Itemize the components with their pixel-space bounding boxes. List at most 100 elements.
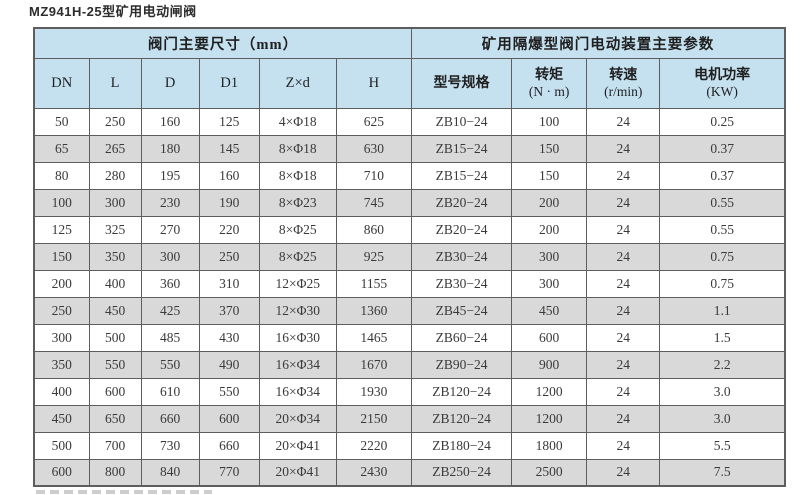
table-cell: 20×Φ41 (258, 458, 337, 487)
table-row: 125 325 270 220 8×Φ25 860 ZB20−24 200 24 0.55 (33, 215, 786, 244)
table-cell: 2500 (511, 458, 588, 487)
table-cell: 500 (33, 431, 90, 460)
table-cell: 0.55 (659, 188, 786, 217)
table-row: 50 250 160 125 4×Φ18 625 ZB10−24 100 24 0.25 (33, 107, 786, 136)
table-cell: 24 (586, 323, 661, 352)
table-cell: 800 (88, 458, 142, 487)
table-cell: 650 (88, 404, 142, 433)
table-cell: 840 (140, 458, 200, 487)
table-cell: 180 (140, 134, 200, 163)
table-cell: 150 (511, 134, 588, 163)
table-cell: 100 (33, 188, 90, 217)
column-header-row: DN L D D1 Z×d H 型号规格 转矩 (N · m) (33, 57, 786, 109)
table-cell: ZB15−24 (410, 161, 513, 190)
column-header-l: L (88, 57, 142, 109)
table-cell: 8×Φ25 (258, 215, 337, 244)
column-header-label: H (368, 74, 380, 91)
table-cell: 730 (140, 431, 200, 460)
table-cell: 250 (88, 107, 142, 136)
column-header-d1: D1 (198, 57, 260, 109)
table-cell: ZB250−24 (410, 458, 513, 487)
table-cell: 1800 (511, 431, 588, 460)
column-header-label: DN (51, 74, 73, 91)
table-cell: 450 (511, 296, 588, 325)
table-cell: 600 (511, 323, 588, 352)
table-cell: 5.5 (659, 431, 786, 460)
table-row: 600 800 840 770 20×Φ41 2430 ZB250−24 2500 24 7.5 (33, 458, 786, 487)
table-cell: 7.5 (659, 458, 786, 487)
column-header-label: D (164, 74, 176, 91)
table-cell: 3.0 (659, 377, 786, 406)
table-cell: ZB30−24 (410, 269, 513, 298)
table-cell: 550 (198, 377, 260, 406)
table-cell: 350 (88, 242, 142, 271)
table-cell: 24 (586, 134, 661, 163)
table-cell: 24 (586, 458, 661, 487)
table-cell: 485 (140, 323, 200, 352)
table-cell: 0.75 (659, 269, 786, 298)
table-cell: 24 (586, 269, 661, 298)
column-header-model: 型号规格 (410, 57, 513, 109)
table-cell: 0.55 (659, 215, 786, 244)
table-cell: 370 (198, 296, 260, 325)
table-cell: 1.1 (659, 296, 786, 325)
table-cell: 190 (198, 188, 260, 217)
table-cell: 450 (88, 296, 142, 325)
table-row: 250 450 425 370 12×Φ30 1360 ZB45−24 450 24 1.1 (33, 296, 786, 325)
table-row: 500 700 730 660 20×Φ41 2220 ZB180−24 1800 24 5.5 (33, 431, 786, 460)
column-header-label: Z×d (285, 74, 310, 91)
table-cell: 490 (198, 350, 260, 379)
table-cell: 150 (33, 242, 90, 271)
table-row: 200 400 360 310 12×Φ25 1155 ZB30−24 300 24 0.75 (33, 269, 786, 298)
page-title: MZ941H-25型矿用电动闸阀 (29, 4, 197, 19)
table-cell: 350 (33, 350, 90, 379)
table-cell: 2150 (335, 404, 413, 433)
table-header: 阀门主要尺寸（mm） 矿用隔爆型阀门电动装置主要参数 DN L D D1 Z×d… (33, 27, 786, 109)
table-cell: 700 (88, 431, 142, 460)
table-cell: 16×Φ34 (258, 377, 337, 406)
table-cell: 125 (33, 215, 90, 244)
table-cell: 610 (140, 377, 200, 406)
table-cell: 745 (335, 188, 413, 217)
table-cell: 200 (33, 269, 90, 298)
table-cell: 265 (88, 134, 142, 163)
table-cell: ZB10−24 (410, 107, 513, 136)
table-cell: 2430 (335, 458, 413, 487)
table-cell: 24 (586, 377, 661, 406)
table-cell: 1200 (511, 404, 588, 433)
table-cell: 550 (140, 350, 200, 379)
table-cell: 660 (198, 431, 260, 460)
table-cell: 310 (198, 269, 260, 298)
column-header-label: 转矩 (535, 67, 564, 83)
table-cell: 900 (511, 350, 588, 379)
table-cell: 400 (33, 377, 90, 406)
table-cell: 145 (198, 134, 260, 163)
table-cell: 1.5 (659, 323, 786, 352)
table-cell: 250 (198, 242, 260, 271)
table-cell: 4×Φ18 (258, 107, 337, 136)
table-cell: 1465 (335, 323, 413, 352)
table-cell: 660 (140, 404, 200, 433)
table-cell: 24 (586, 215, 661, 244)
table-cell: 280 (88, 161, 142, 190)
table-cell: 150 (511, 161, 588, 190)
table-cell: 300 (511, 269, 588, 298)
column-header-power: 电机功率 (KW) (659, 57, 786, 109)
table-cell: 160 (140, 107, 200, 136)
column-header-label: L (110, 74, 120, 91)
table-cell: 12×Φ30 (258, 296, 337, 325)
table-cell: 300 (140, 242, 200, 271)
table-row: 450 650 660 600 20×Φ34 2150 ZB120−24 1200 24 3.0 (33, 404, 786, 433)
table-cell: 80 (33, 161, 90, 190)
table-cell: 0.25 (659, 107, 786, 136)
table-cell: 24 (586, 107, 661, 136)
column-header-unit: (KW) (706, 83, 738, 99)
table-cell: ZB60−24 (410, 323, 513, 352)
table-cell: 125 (198, 107, 260, 136)
table-cell: 550 (88, 350, 142, 379)
table-cell: ZB45−24 (410, 296, 513, 325)
table-cell: 24 (586, 188, 661, 217)
table-cell: 16×Φ34 (258, 350, 337, 379)
table-cell: ZB15−24 (410, 134, 513, 163)
table-cell: 600 (88, 377, 142, 406)
